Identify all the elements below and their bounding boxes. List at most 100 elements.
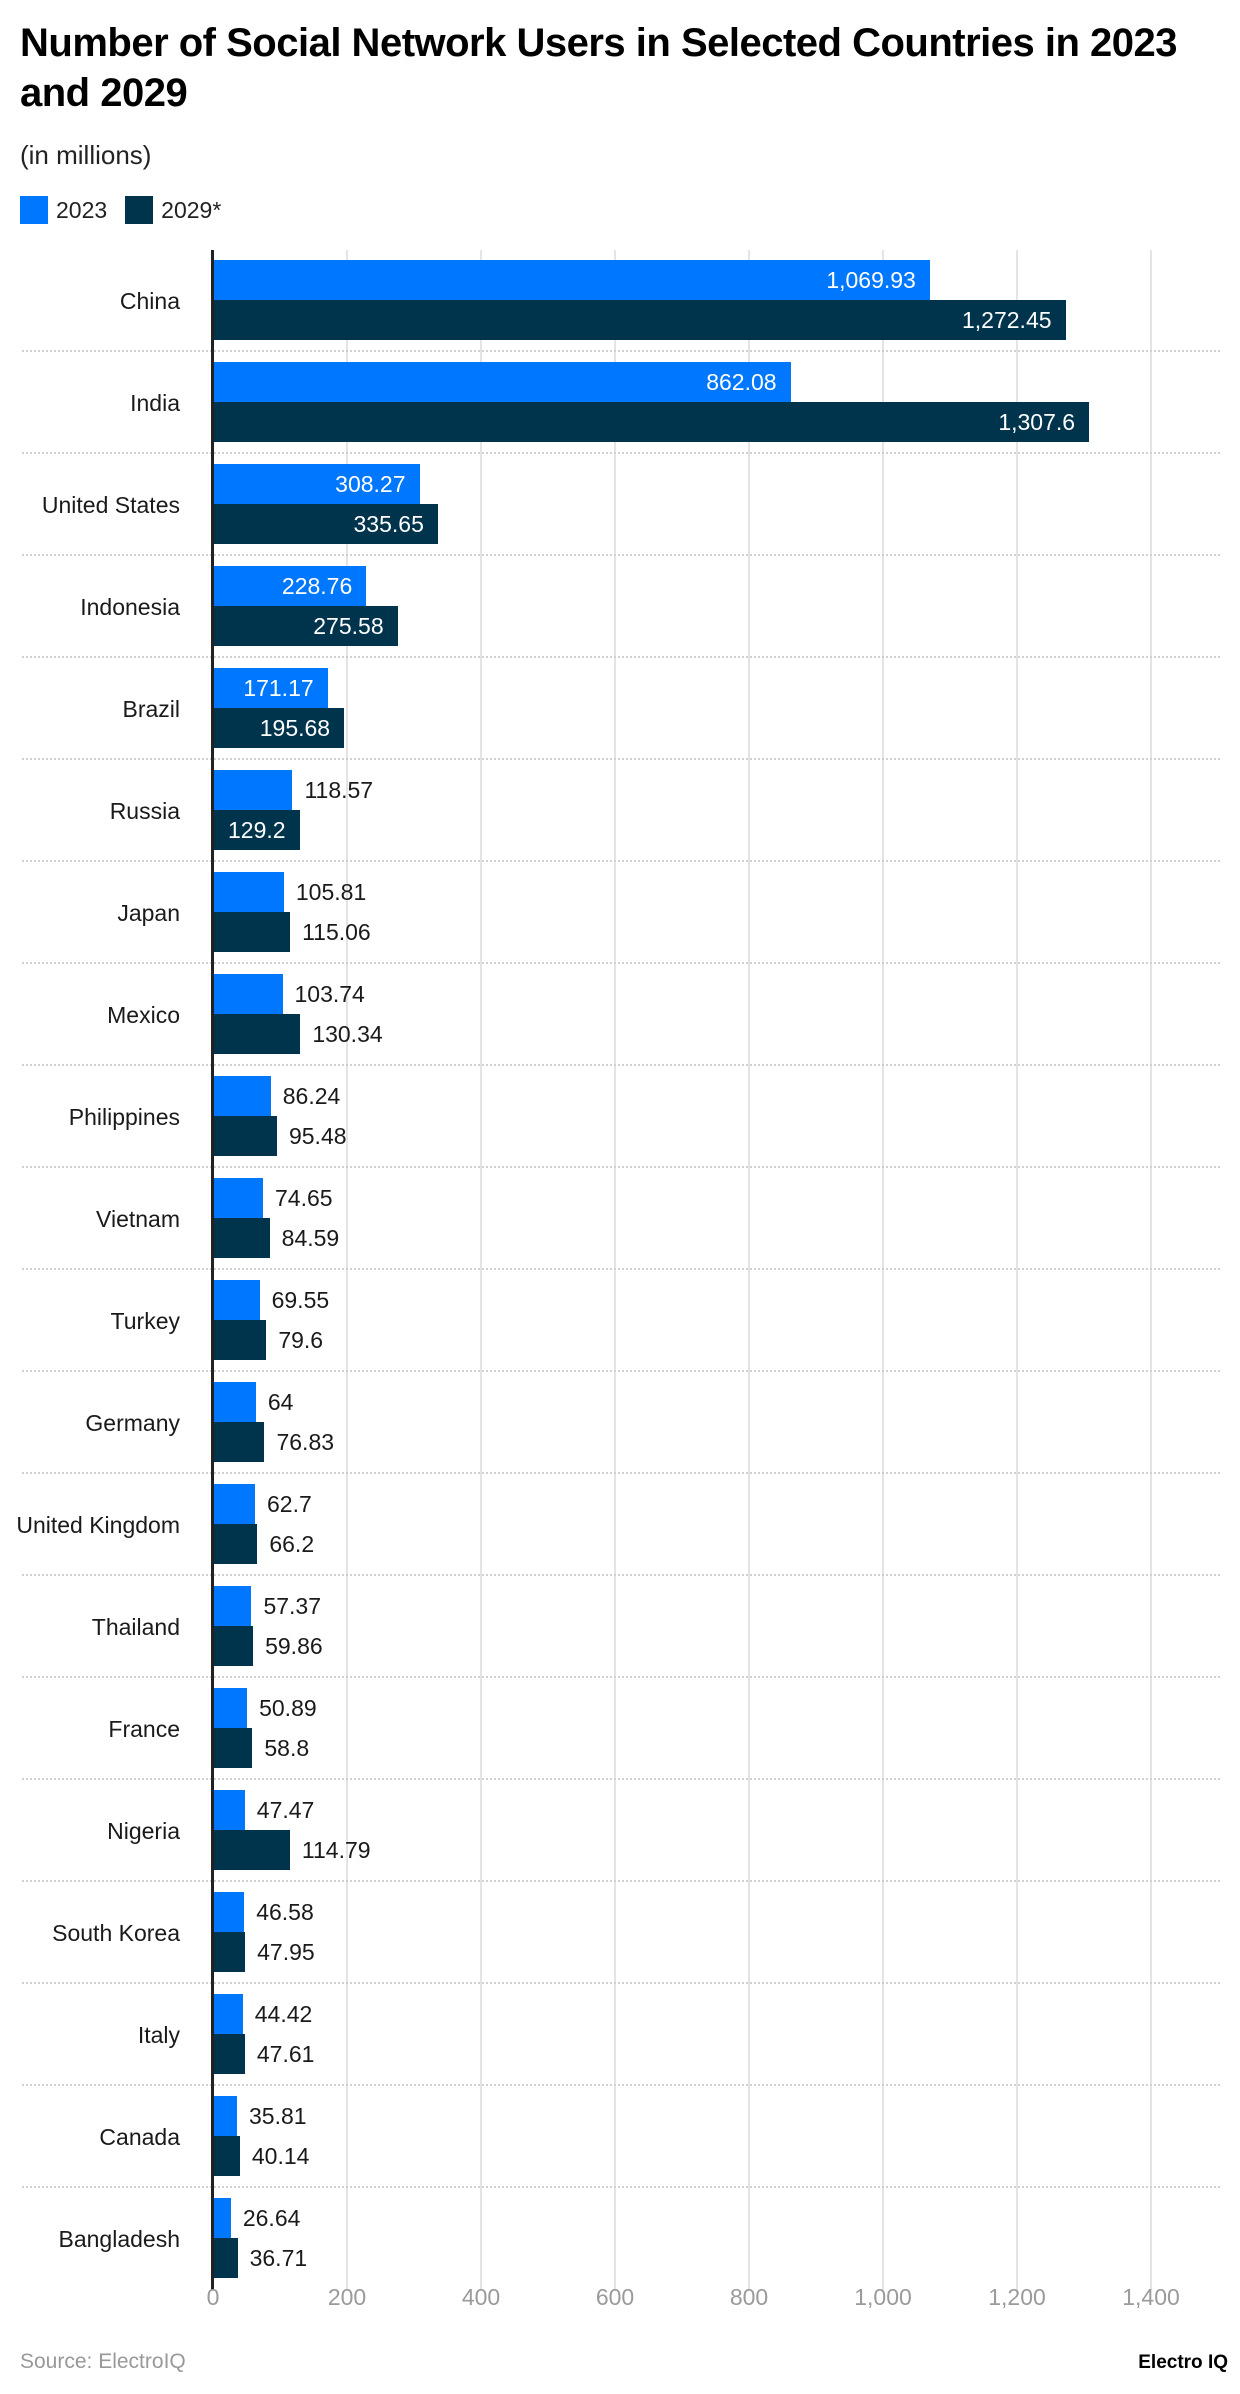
bar-2029[interactable] (213, 1320, 267, 1360)
bar-2029[interactable] (213, 1524, 258, 1564)
data-label: 26.64 (242, 2205, 301, 2231)
data-label: 84.59 (281, 1225, 340, 1251)
data-label: 66.2 (269, 1531, 315, 1557)
bar-2029[interactable] (213, 504, 438, 544)
data-label: 47.47 (256, 1797, 315, 1823)
data-label: 44.42 (254, 2001, 313, 2027)
bar-2029[interactable] (213, 810, 300, 850)
data-label: 69.55 (271, 1287, 330, 1313)
bar-2029[interactable] (213, 2034, 245, 2074)
data-label: 76.83 (276, 1429, 335, 1455)
legend-label-2023: 2023 (56, 196, 108, 223)
legend-swatch-2023 (20, 196, 48, 224)
data-label: 171.17 (243, 675, 314, 701)
chart-title: Number of Social Network Users in Select… (20, 21, 1178, 115)
row-separator (22, 350, 1220, 352)
data-label: 58.8 (264, 1735, 310, 1761)
category-label: Thailand (91, 1613, 180, 1640)
row-separator (22, 1268, 1220, 1270)
bar-group: Philippines 86.24 95.48 (0, 1066, 1220, 1168)
x-tick-label: 0 (206, 2284, 220, 2310)
bar-2023[interactable] (213, 1994, 243, 2034)
row-separator (22, 758, 1220, 760)
bar-2023[interactable] (213, 1586, 252, 1626)
legend-label-2029: 2029* (161, 196, 222, 223)
bar-2029[interactable] (213, 708, 345, 748)
bar-2029[interactable] (213, 1116, 277, 1156)
row-separator (22, 1982, 1220, 1984)
data-label: 46.58 (256, 1899, 314, 1925)
category-label: United States (41, 491, 180, 518)
gridline (1150, 250, 1152, 2290)
category-label: Russia (109, 797, 180, 824)
category-label: United Kingdom (16, 1511, 180, 1538)
legend-item-2023[interactable]: 2023 (20, 196, 107, 224)
bar-group: Indonesia 228.76 275.58 (0, 556, 1220, 658)
data-label: 47.95 (257, 1939, 315, 1965)
gridline (614, 250, 616, 2290)
data-label: 62.7 (267, 1491, 312, 1517)
row-separator (22, 2084, 1220, 2086)
category-label: France (108, 1715, 180, 1742)
y-axis-line (211, 250, 214, 2290)
data-label: 95.48 (288, 1123, 347, 1149)
bar-2023[interactable] (213, 566, 367, 606)
bar-2023[interactable] (213, 1688, 248, 1728)
bar-2023[interactable] (213, 2198, 231, 2238)
bar-group: Mexico 103.74 130.34 (0, 964, 1220, 1066)
data-label: 1,069.93 (826, 267, 916, 293)
data-label: 275.58 (313, 613, 384, 639)
bar-2023[interactable] (213, 260, 930, 300)
data-label: 130.34 (312, 1021, 383, 1047)
data-label: 47.61 (256, 2041, 315, 2067)
legend-item-2029[interactable]: 2029* (125, 196, 221, 224)
bar-2023[interactable] (213, 1178, 263, 1218)
data-label: 308.27 (335, 471, 406, 497)
category-label: Turkey (110, 1307, 180, 1334)
bar-2023[interactable] (213, 1892, 245, 1932)
bar-2023[interactable] (213, 872, 284, 912)
bar-2029[interactable] (213, 1728, 253, 1768)
bar-2023[interactable] (213, 770, 293, 810)
bar-group: Japan 105.81 115.06 (0, 862, 1220, 964)
bar-2029[interactable] (213, 912, 291, 952)
bar-2029[interactable] (213, 606, 398, 646)
bar-2029[interactable] (213, 2238, 238, 2278)
bar-2029[interactable] (213, 300, 1066, 340)
bar-2023[interactable] (213, 1076, 271, 1116)
x-tick-label: 400 (461, 2284, 501, 2310)
legend: 2023 2029* (20, 196, 221, 224)
bar-2023[interactable] (213, 362, 791, 402)
bar-2023[interactable] (213, 1484, 255, 1524)
bar-2023[interactable] (213, 668, 328, 708)
bar-2023[interactable] (213, 2096, 237, 2136)
row-separator (22, 452, 1220, 454)
bar-2029[interactable] (213, 1422, 265, 1462)
bar-group: South Korea 46.58 47.95 (0, 1882, 1220, 1984)
data-label: 862.08 (706, 369, 777, 395)
bar-2029[interactable] (213, 402, 1090, 442)
bar-2029[interactable] (213, 1014, 301, 1054)
bar-2023[interactable] (213, 1280, 260, 1320)
data-label: 228.76 (281, 573, 353, 599)
bar-2023[interactable] (213, 974, 283, 1014)
bar-group: Thailand 57.37 59.86 (0, 1576, 1220, 1678)
category-label: Bangladesh (58, 2225, 181, 2252)
bar-2023[interactable] (213, 464, 420, 504)
x-tick-label: 1,000 (854, 2284, 912, 2310)
bar-2029[interactable] (213, 1830, 290, 1870)
bar-2029[interactable] (213, 1218, 270, 1258)
bar-2029[interactable] (213, 1626, 254, 1666)
brand-logo: Electro IQ (1138, 2352, 1228, 2373)
bar-group: Russia 118.57 129.2 (0, 760, 1220, 862)
bar-2023[interactable] (213, 1382, 256, 1422)
bar-2029[interactable] (213, 1932, 246, 1972)
data-label: 114.79 (301, 1837, 371, 1863)
x-axis: 0 200 400 600 800 1,000 1,200 1,400 (0, 2284, 1240, 2324)
bar-2023[interactable] (213, 1790, 245, 1830)
bar-group: Nigeria 47.47 114.79 (0, 1780, 1220, 1882)
bar-group: China 1,069.93 1,272.45 (0, 250, 1220, 352)
data-label: 86.24 (282, 1083, 341, 1109)
gridline (480, 250, 482, 2290)
bar-2029[interactable] (213, 2136, 240, 2176)
